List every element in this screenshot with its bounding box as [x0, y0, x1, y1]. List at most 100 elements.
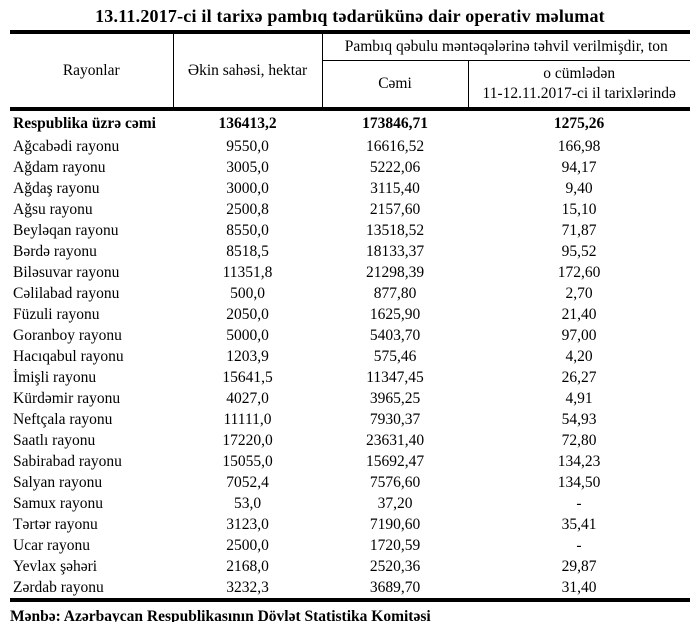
table-row: Saatlı rayonu 17220,0 23631,40 72,80	[10, 430, 690, 451]
area-cell: 2500,8	[226, 200, 269, 218]
recent-cell: 15,10	[561, 200, 597, 218]
recent-cell: 35,41	[561, 515, 597, 533]
recent-cell: 4,91	[565, 389, 593, 407]
area-cell: 1203,9	[226, 347, 269, 365]
region-cell: Ağcabədi rayonu	[13, 137, 120, 155]
recent-cell: 54,93	[561, 410, 597, 428]
recent-cell: 4,20	[565, 347, 593, 365]
cotton-procurement-table: Rayonlar Əkin sahəsi, hektar Pambıq qəbu…	[10, 30, 690, 602]
table-row: Ucar rayonu 2500,0 1720,59 -	[10, 535, 690, 556]
region-cell: Ucar rayonu	[13, 536, 91, 554]
table-row: Ağsu rayonu 2500,8 2157,60 15,10	[10, 199, 690, 220]
region-cell: Saatlı rayonu	[13, 431, 96, 449]
area-cell: 3005,0	[226, 158, 269, 176]
table-body: Respublika üzrə cəmi 136413,2 173846,71 127…	[10, 109, 690, 602]
total-cell: 5403,70	[369, 326, 421, 344]
region-cell: Ağsu rayonu	[13, 200, 93, 218]
region-cell: Ağdam rayonu	[13, 158, 106, 176]
total-cell: 21298,39	[365, 263, 425, 281]
total-cell: 1720,59	[369, 536, 421, 554]
total-cell: 7190,60	[369, 515, 421, 533]
table-row: Beyləqan rayonu 8550,0 13518,52 71,87	[10, 220, 690, 241]
area-cell: 8518,5	[226, 242, 269, 260]
total-cell: 3689,70	[322, 577, 468, 602]
area-cell: 136413,2	[218, 114, 277, 132]
table-row: Hacıqabul rayonu 1203,9 575,46 4,20	[10, 346, 690, 367]
total-cell: 16616,52	[365, 137, 425, 155]
area-cell: 53,0	[233, 494, 262, 512]
recent-cell: -	[576, 536, 582, 554]
region-cell: Salyan rayonu	[13, 473, 103, 491]
recent-cell: 31,40	[468, 577, 690, 602]
header-row-sub: Cəmi o cümlədən 11-12.11.2017-ci il tari…	[10, 60, 690, 111]
region-cell: Respublika üzrə cəmi	[13, 114, 156, 132]
recent-cell: 72,80	[561, 431, 597, 449]
area-cell: 2050,0	[226, 305, 269, 323]
column-header-including-line2: 11-12.11.2017-ci il tarixlərində	[482, 85, 676, 102]
page-title: 13.11.2017-ci il tarixə pambıq tədarükün…	[95, 6, 605, 26]
table-row: Biləsuvar rayonu 11351,8 21298,39 172,60	[10, 262, 690, 283]
area-cell: 15055,0	[222, 452, 273, 470]
total-cell: 575,46	[373, 347, 417, 365]
total-cell: 7576,60	[369, 473, 421, 491]
area-cell: 3232,3	[173, 577, 322, 602]
total-cell: 11347,45	[366, 368, 424, 386]
table-row: Goranboy rayonu 5000,0 5403,70 97,00	[10, 325, 690, 346]
recent-cell: 134,23	[557, 452, 601, 470]
region-cell: Kürdəmir rayonu	[13, 389, 121, 407]
recent-cell: 71,87	[561, 221, 597, 239]
area-cell: 4027,0	[226, 389, 269, 407]
region-cell: Neftçala rayonu	[13, 410, 113, 428]
area-cell: 3000,0	[226, 179, 269, 197]
region-cell: Hacıqabul rayonu	[13, 347, 124, 365]
area-cell: 15641,5	[222, 368, 273, 386]
column-header-regions: Rayonlar	[10, 32, 174, 111]
total-cell: 3965,25	[369, 389, 421, 407]
table-row: Ağcabədi rayonu 9550,0 16616,52 166,98	[10, 136, 690, 157]
total-cell: 23631,40	[365, 431, 425, 449]
total-cell: 173846,71	[362, 114, 428, 132]
recent-cell: 94,17	[561, 158, 597, 176]
area-cell: 5000,0	[226, 326, 269, 344]
region-cell: Sabirabad rayonu	[13, 452, 122, 470]
table-row: Ağdam rayonu 3005,0 5222,06 94,17	[10, 157, 690, 178]
area-cell: 3123,0	[226, 515, 269, 533]
recent-cell: 2,70	[565, 284, 593, 302]
region-cell: Biləsuvar rayonu	[13, 263, 120, 281]
column-header-area: Əkin sahəsi, hektar	[173, 32, 323, 111]
region-cell: Füzuli rayonu	[13, 305, 100, 323]
table-row: Cəlilabad rayonu 500,0 877,80 2,70	[10, 283, 690, 304]
table-row: Sabirabad rayonu 15055,0 15692,47 134,23	[10, 451, 690, 472]
recent-cell: 166,98	[557, 137, 601, 155]
total-cell: 7930,37	[369, 410, 421, 428]
region-cell: Cəlilabad rayonu	[13, 284, 120, 302]
table-row: Zərdab rayonu 3232,3 3689,70 31,40	[10, 577, 690, 602]
recent-cell: 1275,26	[553, 114, 605, 132]
table-row: Kürdəmir rayonu 4027,0 3965,25 4,91	[10, 388, 690, 409]
region-cell: Bərdə rayonu	[13, 242, 97, 260]
table-row: Bərdə rayonu 8518,5 18133,37 95,52	[10, 241, 690, 262]
recent-cell: 97,00	[561, 326, 597, 344]
total-cell: 877,80	[373, 284, 417, 302]
recent-cell: 26,27	[561, 368, 597, 386]
table-row: Ağdaş rayonu 3000,0 3115,40 9,40	[10, 178, 690, 199]
area-cell: 500,0	[230, 284, 265, 302]
table-row: Yevlax şəhəri 2168,0 2520,36 29,87	[10, 556, 690, 577]
table-row: Respublika üzrə cəmi 136413,2 173846,71 127…	[10, 109, 690, 136]
region-cell: Ağdaş rayonu	[13, 179, 100, 197]
column-header-including: o cümlədən 11-12.11.2017-ci il tarixləri…	[468, 60, 690, 111]
area-cell: 11351,8	[222, 263, 273, 281]
recent-cell: 21,40	[561, 305, 597, 323]
column-header-including-line1: o cümlədən	[543, 65, 616, 82]
table-row: Salyan rayonu 7052,4 7576,60 134,50	[10, 472, 690, 493]
total-cell: 5222,06	[369, 158, 421, 176]
area-cell: 9550,0	[226, 137, 269, 155]
area-cell: 8550,0	[226, 221, 269, 239]
region-cell: Goranboy rayonu	[13, 326, 122, 344]
recent-cell: 9,40	[565, 179, 593, 197]
region-cell: Zərdab rayonu	[10, 577, 173, 602]
total-cell: 37,20	[377, 494, 413, 512]
region-cell: Samux rayonu	[13, 494, 103, 512]
area-cell: 17220,0	[222, 431, 273, 449]
